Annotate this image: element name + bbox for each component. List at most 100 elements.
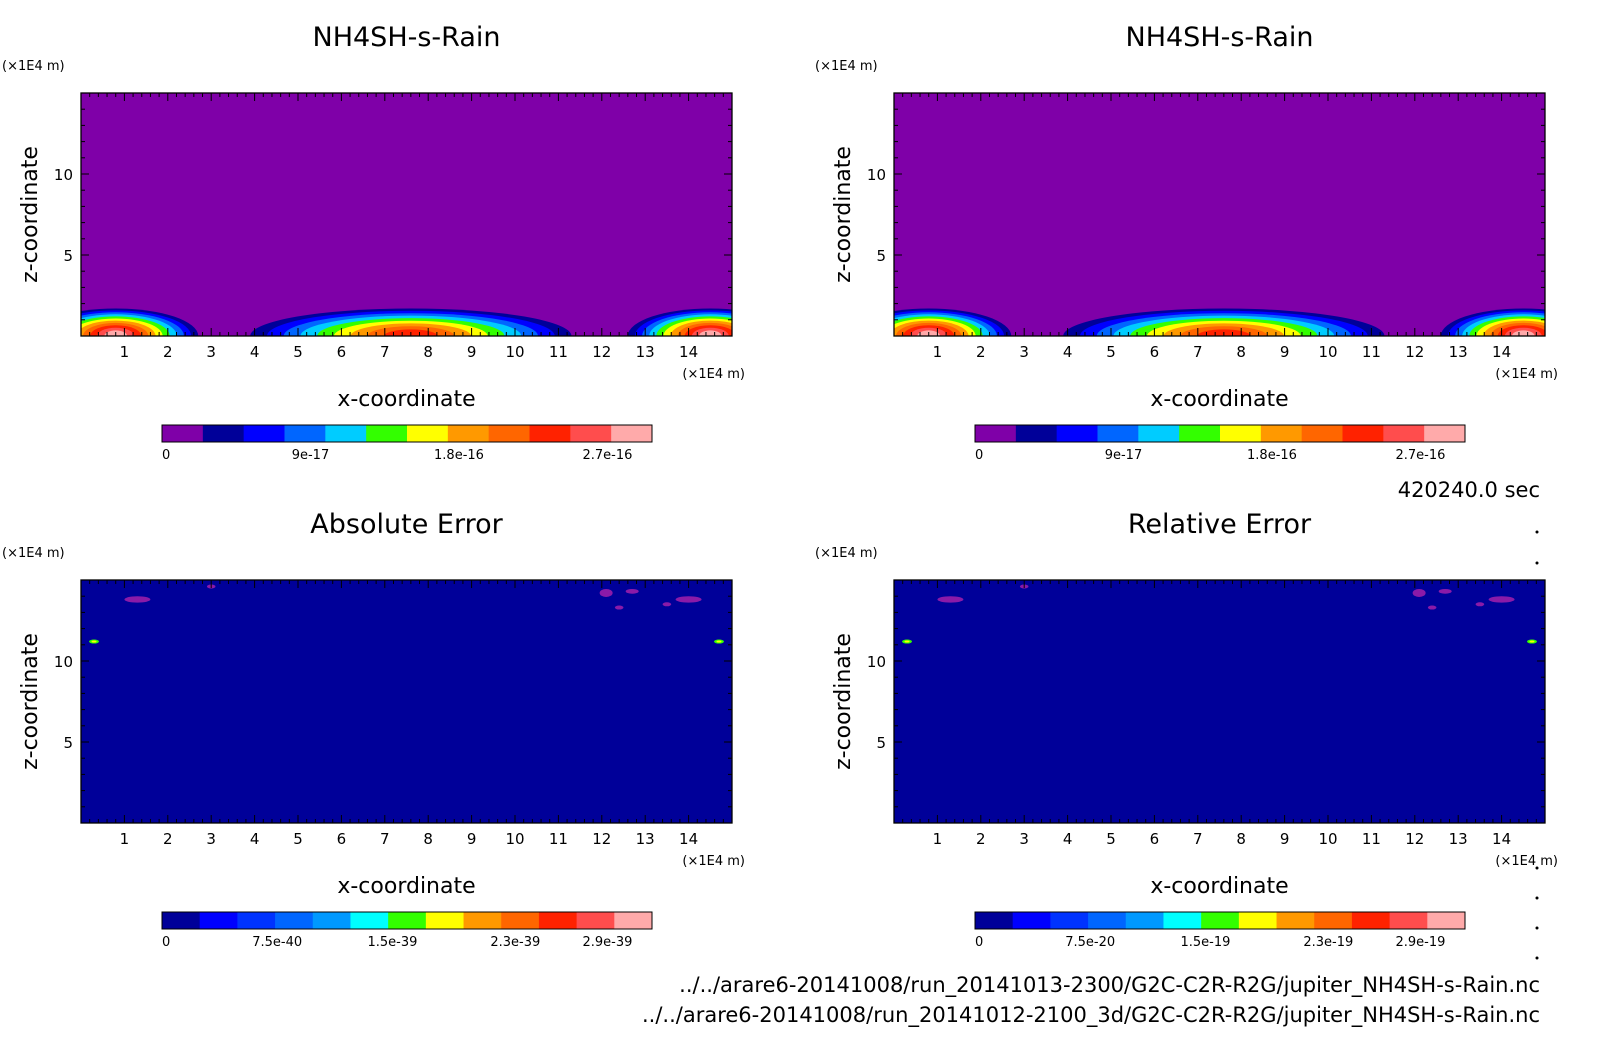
x-tick-label: 7	[380, 830, 390, 848]
x-tick-label: 9	[1280, 343, 1290, 361]
colorbar-swatch	[1201, 912, 1240, 929]
chart-title: NH4SH-s-Rain	[1126, 22, 1314, 53]
z-tick-label: 5	[876, 734, 886, 752]
colorbar-frame	[974, 911, 1466, 930]
x-tick-label: 3	[1019, 830, 1029, 848]
field-background	[81, 93, 732, 336]
colorbar-tick-label: 1.5e-39	[367, 935, 417, 950]
colorbar-swatch	[611, 425, 653, 442]
colorbar-swatch	[1424, 425, 1466, 442]
colorbar-swatch	[570, 425, 612, 442]
colorbar-swatch	[275, 912, 314, 929]
colorbar-swatch	[1314, 912, 1353, 929]
chart-panel-3: Absolute Error(×1E4 m)1 2 3 4 5 6 7 8 9 10 11 12 13 1…	[2, 509, 745, 950]
plot-field	[81, 93, 732, 336]
edge-mark-core	[716, 640, 722, 643]
y-axis-label: z-coordinate	[831, 633, 856, 770]
z-tick-label: 5	[63, 247, 73, 265]
x-tick-label: 11	[1362, 343, 1381, 361]
chart-title: Absolute Error	[310, 509, 503, 540]
colorbar-swatch	[538, 912, 578, 929]
colorbar-swatch	[975, 912, 1014, 929]
x-tick-label: 13	[1449, 343, 1468, 361]
x-tick-label: 9	[1280, 830, 1290, 848]
colorbar-swatch	[1238, 912, 1278, 929]
colorbar-swatch	[1163, 912, 1202, 929]
error-spot	[614, 605, 624, 610]
y-axis-label: z-coordinate	[18, 146, 43, 283]
x-tick-label: 2	[163, 830, 173, 848]
colorbar-tick-label: 7.5e-40	[252, 935, 302, 950]
error-spot	[625, 588, 639, 594]
colorbar-swatch	[202, 425, 245, 442]
colorbar-swatch	[1012, 912, 1051, 929]
colorbar-tick-label: 2.9e-19	[1396, 935, 1446, 950]
x-tick-label: 14	[1492, 343, 1511, 361]
x-unit-label: (×1E4 m)	[1495, 854, 1558, 869]
chart-title: Relative Error	[1128, 509, 1312, 540]
x-tick-label: 6	[1150, 830, 1160, 848]
margin-dot	[1535, 561, 1539, 565]
x-unit-label: (×1E4 m)	[1495, 367, 1558, 382]
edge-mark-core	[91, 640, 97, 643]
colorbar-swatch	[1342, 425, 1384, 442]
x-tick-label: 7	[1193, 830, 1203, 848]
rain-cell-contour	[698, 330, 722, 336]
colorbar-swatch	[1427, 912, 1466, 929]
y-axis-label: z-coordinate	[18, 633, 43, 770]
x-tick-label: 11	[549, 343, 568, 361]
colorbar-swatch	[1276, 912, 1315, 929]
x-tick-label: 6	[337, 343, 347, 361]
x-tick-label: 11	[1362, 830, 1381, 848]
colorbar-tick-label: 0	[975, 935, 983, 950]
error-spot	[599, 588, 613, 597]
x-tick-label: 2	[976, 830, 986, 848]
x-tick-label: 14	[679, 830, 698, 848]
colorbar-swatch	[975, 425, 1017, 442]
colorbar-tick-label: 7.5e-20	[1065, 935, 1115, 950]
x-tick-label: 8	[1236, 830, 1246, 848]
error-spot	[1412, 588, 1426, 597]
plot-field	[894, 93, 1545, 336]
colorbar-swatch	[162, 912, 201, 929]
field-background	[894, 93, 1545, 336]
z-tick-label: 10	[54, 653, 73, 671]
x-tick-label: 2	[976, 343, 986, 361]
plot-frame	[893, 92, 1546, 337]
z-tick-label: 5	[876, 247, 886, 265]
chart-title: NH4SH-s-Rain	[313, 22, 501, 53]
x-tick-label: 10	[505, 830, 524, 848]
x-tick-label: 4	[250, 343, 260, 361]
margin-dot	[1535, 956, 1539, 960]
colorbar-tick-label: 1.8e-16	[434, 448, 484, 463]
colorbar-frame	[161, 424, 653, 443]
colorbar-tick-label: 9e-17	[1105, 448, 1143, 463]
x-tick-label: 5	[293, 830, 303, 848]
x-tick-label: 13	[1449, 830, 1468, 848]
colorbar-swatch	[425, 912, 465, 929]
x-tick-label: 1	[120, 343, 130, 361]
error-spot	[1427, 605, 1437, 610]
colorbar-tick-label: 1.5e-19	[1180, 935, 1230, 950]
x-axis-label: x-coordinate	[1150, 387, 1288, 412]
colorbar-swatch	[350, 912, 389, 929]
x-unit-label: (×1E4 m)	[682, 367, 745, 382]
colorbar-swatch	[576, 912, 615, 929]
z-tick-label: 10	[867, 653, 886, 671]
x-tick-label: 12	[592, 343, 611, 361]
colorbar-swatch	[501, 912, 540, 929]
colorbar-swatch	[1015, 425, 1058, 442]
colorbar-tick-label: 0	[162, 448, 170, 463]
field-background	[894, 580, 1545, 823]
x-tick-label: 13	[636, 343, 655, 361]
colorbar-swatch	[243, 425, 285, 442]
colorbar-frame	[974, 424, 1466, 443]
margin-dot	[1535, 866, 1539, 870]
edge-mark-core	[904, 640, 910, 643]
y-unit-label: (×1E4 m)	[815, 546, 878, 561]
edge-mark-core	[1529, 640, 1535, 643]
colorbar-swatch	[1097, 425, 1139, 442]
colorbar-swatch	[614, 912, 653, 929]
colorbar-swatch	[388, 912, 427, 929]
